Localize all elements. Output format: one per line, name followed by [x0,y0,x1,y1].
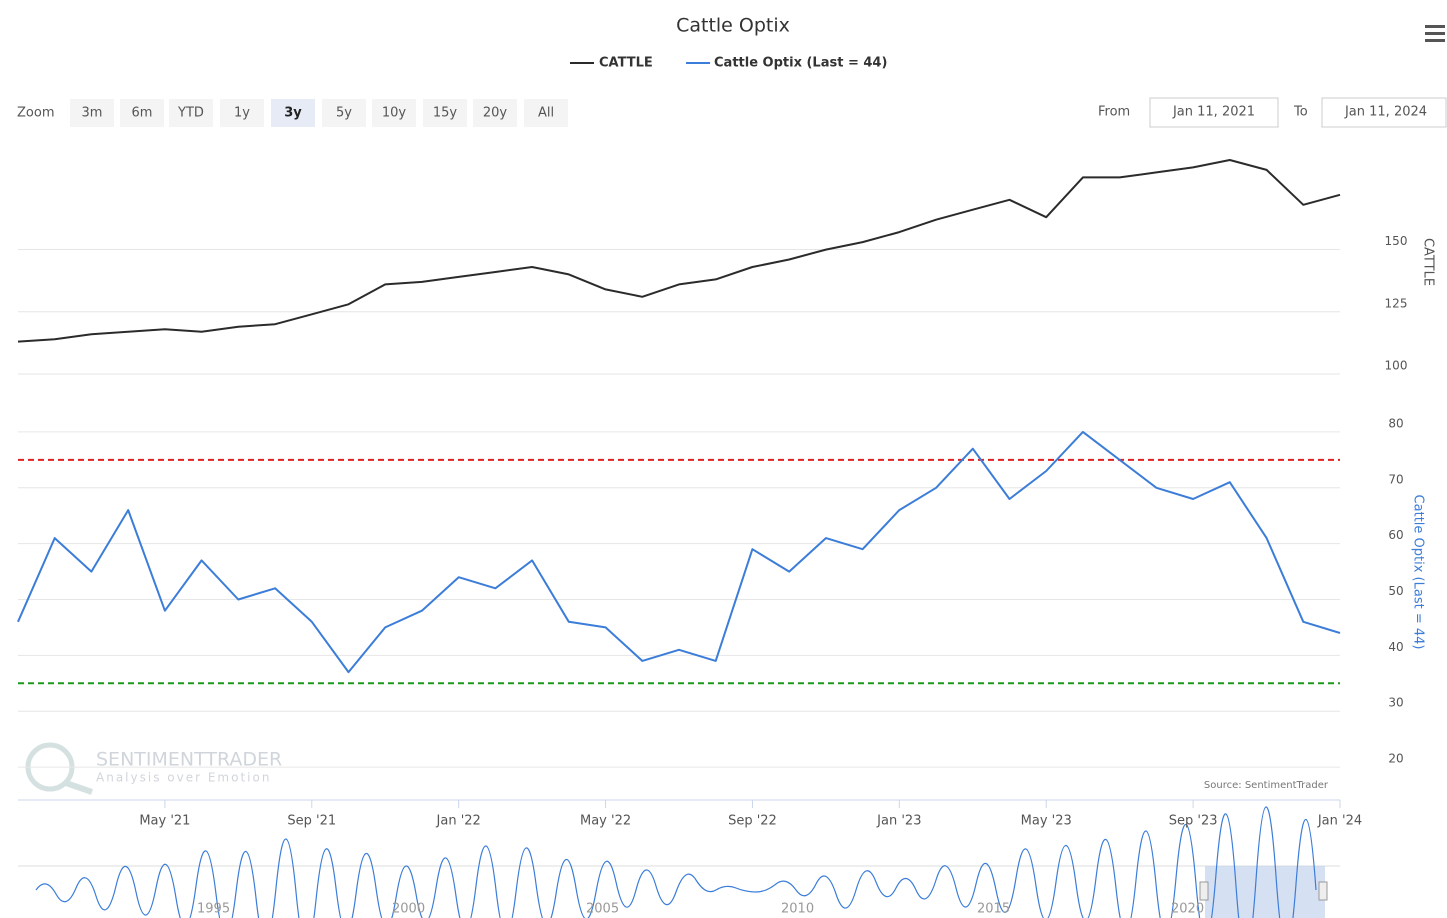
x-tick-label: Jan '23 [876,814,921,829]
navigator-label: 2005 [586,902,619,917]
menu-icon[interactable] [1425,25,1445,42]
to-label: To [1293,105,1308,120]
navigator-label: 2015 [977,902,1010,917]
zoom-button[interactable] [271,99,315,127]
y-axis-title: CATTLE [1421,238,1436,286]
zoom-button-label[interactable]: 1y [234,106,250,121]
y-tick-label: 100 [1385,359,1408,373]
zoom-button-label[interactable]: 6m [132,106,153,121]
legend-entry[interactable]: CATTLE [599,56,653,71]
navigator-selection[interactable] [1205,866,1325,918]
x-tick-label: May '21 [139,814,190,829]
navigator [18,806,1340,918]
zoom-button[interactable] [322,99,366,127]
zoom-button[interactable] [120,99,164,127]
y-tick-label: 30 [1388,696,1403,710]
from-label: From [1098,105,1130,120]
navigator-label: 2000 [392,902,425,917]
x-tick-label: May '23 [1021,814,1072,829]
zoom-button-label[interactable]: 3y [284,106,302,121]
to-value[interactable]: Jan 11, 2024 [1344,105,1427,120]
zoom-buttons: 3m 6m YTD 1y 3y 5y 10y 15y 20y All [70,99,568,127]
zoom-button-label[interactable]: 20y [483,106,508,121]
x-tick-label: Sep '23 [1169,814,1218,829]
zoom-button-label[interactable]: 5y [336,106,352,121]
x-tick-label: Sep '22 [728,814,777,829]
zoom-button[interactable] [524,99,568,127]
zoom-button-label[interactable]: YTD [177,106,204,121]
y-tick-label: 125 [1385,296,1408,310]
y2-axis-title: Cattle Optix (Last = 44) [1411,495,1426,650]
zoom-button[interactable] [372,99,416,127]
watermark: SENTIMENTTRADER Analysis over Emotion [25,742,282,795]
y-tick-label: 50 [1388,584,1403,598]
to-input[interactable] [1321,97,1447,128]
zoom-button-label[interactable]: 15y [433,106,458,121]
zoom-button-label[interactable]: 3m [82,106,103,121]
y-tick-label: 20 [1388,752,1403,766]
series-line [17,430,1341,674]
x-tick-label: Jan '24 [1317,814,1362,829]
zoom-button-label[interactable]: 10y [382,106,407,121]
y-tick-label: 80 [1388,416,1403,430]
zoom-button[interactable] [70,99,114,127]
navigator-label: 2020 [1171,902,1204,917]
zoom-button-label[interactable]: All [538,106,554,121]
watermark-title: SENTIMENTTRADER [96,749,282,771]
x-tick-label: Jan '22 [436,814,481,829]
zoom-button[interactable] [473,99,517,127]
series-line [17,159,1341,343]
legend-entry[interactable]: Cattle Optix (Last = 44) [714,56,887,71]
watermark-subtitle: Analysis over Emotion [96,771,271,785]
zoom-button[interactable] [220,99,264,127]
navigator-label: 1995 [197,902,230,917]
y-tick-label: 60 [1388,528,1403,542]
from-input[interactable] [1149,97,1279,128]
zoom-button[interactable] [169,99,213,127]
zoom-button[interactable] [423,99,467,127]
y-tick-label: 40 [1388,640,1403,654]
y-tick-label: 70 [1388,472,1403,486]
x-tick-label: Sep '21 [287,814,336,829]
legend: CATTLE Cattle Optix (Last = 44) [570,56,887,71]
from-value[interactable]: Jan 11, 2021 [1172,105,1255,120]
zoom-label: Zoom [17,106,54,121]
x-tick-label: May '22 [580,814,631,829]
navigator-label: 2010 [781,902,814,917]
chart-title: Cattle Optix [676,15,790,37]
credits: Source: SentimentTrader [1204,780,1329,791]
y-tick-label: 150 [1385,234,1408,248]
